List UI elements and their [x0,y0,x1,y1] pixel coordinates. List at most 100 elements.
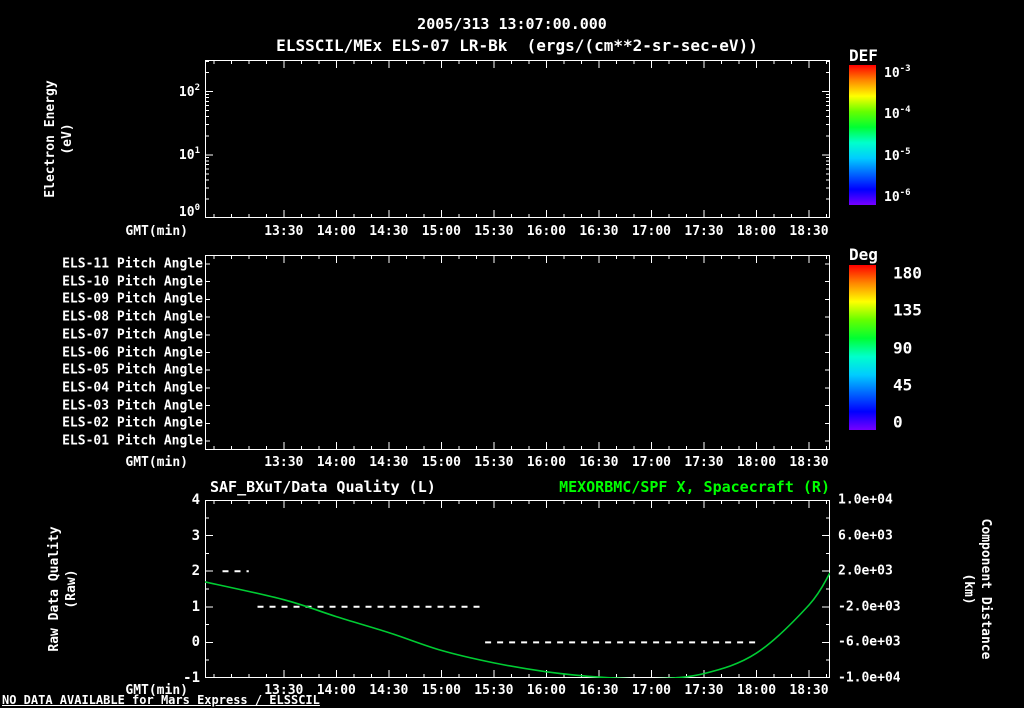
energy-ytick-label: 101 [178,145,200,163]
x-tick-label: 15:00 [421,455,461,470]
x-tick-label: 17:00 [631,455,671,470]
pitch-row-label: ELS-04 Pitch Angle [62,380,203,396]
x-tick-label: 14:00 [316,455,356,470]
quality-axis-label-line2: (Raw) [64,569,79,609]
panel-border [205,255,830,450]
quality-axis-label-line1: Raw Data Quality [47,526,63,652]
x-tick-label: 15:00 [421,683,461,698]
panel-border [205,60,830,218]
x-tick-label: 15:30 [474,683,514,698]
x-tick-label: 18:30 [789,683,829,698]
right-ytick-label: -6.0e+03 [838,634,901,650]
left-ytick-label: 4 [191,492,200,508]
left-ytick-label: 3 [191,527,200,544]
pitch-row-label: ELS-09 Pitch Angle [62,291,203,307]
def-colorbar [849,65,876,205]
pitch-row-label: ELS-08 Pitch Angle [62,309,203,325]
x-tick-label: 18:00 [736,455,777,470]
x-tick-label: 18:30 [789,224,829,239]
deg-colorbar-tick-label: 90 [893,338,913,357]
exponent: -6 [899,187,911,198]
deg-colorbar-title: Deg [849,245,878,264]
x-tick-label: 13:30 [264,455,304,470]
x-tick-label: 16:00 [526,683,566,698]
deg-colorbar [849,265,876,430]
x-tick-label: 14:00 [316,683,356,698]
gmt-axis-label: GMT(min) [125,224,188,239]
distance-axis-label-line2: (km) [961,573,976,605]
pitch-row-label: ELS-07 Pitch Angle [62,327,203,343]
right-ytick-label: 1.0e+04 [838,492,893,508]
x-tick-label: 17:00 [631,683,671,698]
x-tick-label: 13:30 [264,224,304,239]
x-tick-label: 17:30 [684,455,724,470]
pitch-row-label: ELS-05 Pitch Angle [62,362,203,378]
left-ytick-label: 1 [191,598,200,615]
gmt-axis-label: GMT(min) [125,455,188,470]
energy-plot-area [205,60,830,218]
pitch-row-label: ELS-02 Pitch Angle [62,415,203,431]
right-ytick-label: -2.0e+03 [838,599,901,615]
pitch-row-label: ELS-11 Pitch Angle [62,256,203,272]
pitch-row-label: ELS-03 Pitch Angle [62,398,203,414]
x-tick-label: 14:30 [369,683,409,698]
pitch-plot-area [205,255,830,450]
quality-panel-title: SAF_BXuT/Data Quality (L) [210,478,436,496]
exponent: -5 [899,146,911,157]
x-tick-label: 15:30 [474,455,514,470]
x-tick-label: 14:30 [369,455,409,470]
x-tick-label: 15:00 [421,224,461,239]
panel-border [205,500,830,678]
left-ytick-label: 0 [191,634,200,651]
pitch-row-label: ELS-10 Pitch Angle [62,274,203,290]
right-ytick-label: 2.0e+03 [838,563,893,579]
exponent: 0 [194,202,200,213]
x-tick-label: 17:30 [684,224,724,239]
distance-axis-label-line1: Component Distance [977,518,993,660]
def-colorbar-tick-label: 10-5 [884,146,911,164]
x-tick-label: 16:30 [579,683,619,698]
deg-colorbar-tick-label: 180 [893,263,922,283]
energy-ytick-label: 100 [178,202,200,221]
distance-panel-title: MEXORBMC/SPF X, Spacecraft (R) [559,478,830,496]
plot-subtitle: ELSSCIL/MEx ELS-07 LR-Bk (ergs/(cm**2-sr… [276,36,758,55]
def-colorbar-tick-label: 10-3 [884,63,911,82]
deg-colorbar-tick-label: 0 [893,412,903,432]
quality-axis-label: Raw Data Quality (Raw) [41,439,87,708]
x-tick-label: 16:30 [579,224,619,239]
def-colorbar-title: DEF [849,46,878,65]
exponent: 1 [194,145,200,156]
distance-axis-label: Component Distance (km) [953,439,999,708]
x-tick-label: 18:30 [789,455,829,470]
exponent: 2 [194,82,200,93]
energy-axis-label-line1: Electron Energy [43,80,59,198]
energy-axis-label-line2: (eV) [60,123,75,155]
energy-axis-label: Electron Energy (eV) [37,0,83,289]
x-tick-label: 18:00 [736,224,777,239]
pitch-row-label: ELS-01 Pitch Angle [62,433,203,449]
x-tick-label: 17:30 [684,683,724,698]
quality-plot-area [205,500,830,678]
x-tick-label: 16:30 [579,455,619,470]
left-ytick-label: -1 [183,670,200,686]
gmt-axis-label: GMT(min) [125,683,188,698]
no-data-message: NO DATA AVAILABLE for Mars Express / ELS… [2,693,320,707]
x-tick-label: 15:30 [474,224,514,239]
def-colorbar-tick-label: 10-6 [884,187,911,206]
x-tick-label: 16:00 [526,455,566,470]
left-ytick-label: 2 [191,563,200,580]
x-tick-label: 14:00 [316,224,356,239]
pitch-row-label: ELS-06 Pitch Angle [62,345,203,360]
energy-ytick-label: 102 [178,82,200,100]
spacecraft-x-curve [205,572,830,678]
right-ytick-label: -1.0e+04 [838,670,901,686]
x-tick-label: 17:00 [631,224,671,239]
x-tick-label: 18:00 [736,683,777,698]
exponent: -3 [899,63,911,74]
exponent: -4 [899,105,911,116]
deg-colorbar-tick-label: 135 [893,300,922,320]
x-tick-label: 13:30 [264,683,304,698]
x-tick-label: 14:30 [369,224,409,239]
def-colorbar-tick-label: 10-4 [884,105,911,123]
